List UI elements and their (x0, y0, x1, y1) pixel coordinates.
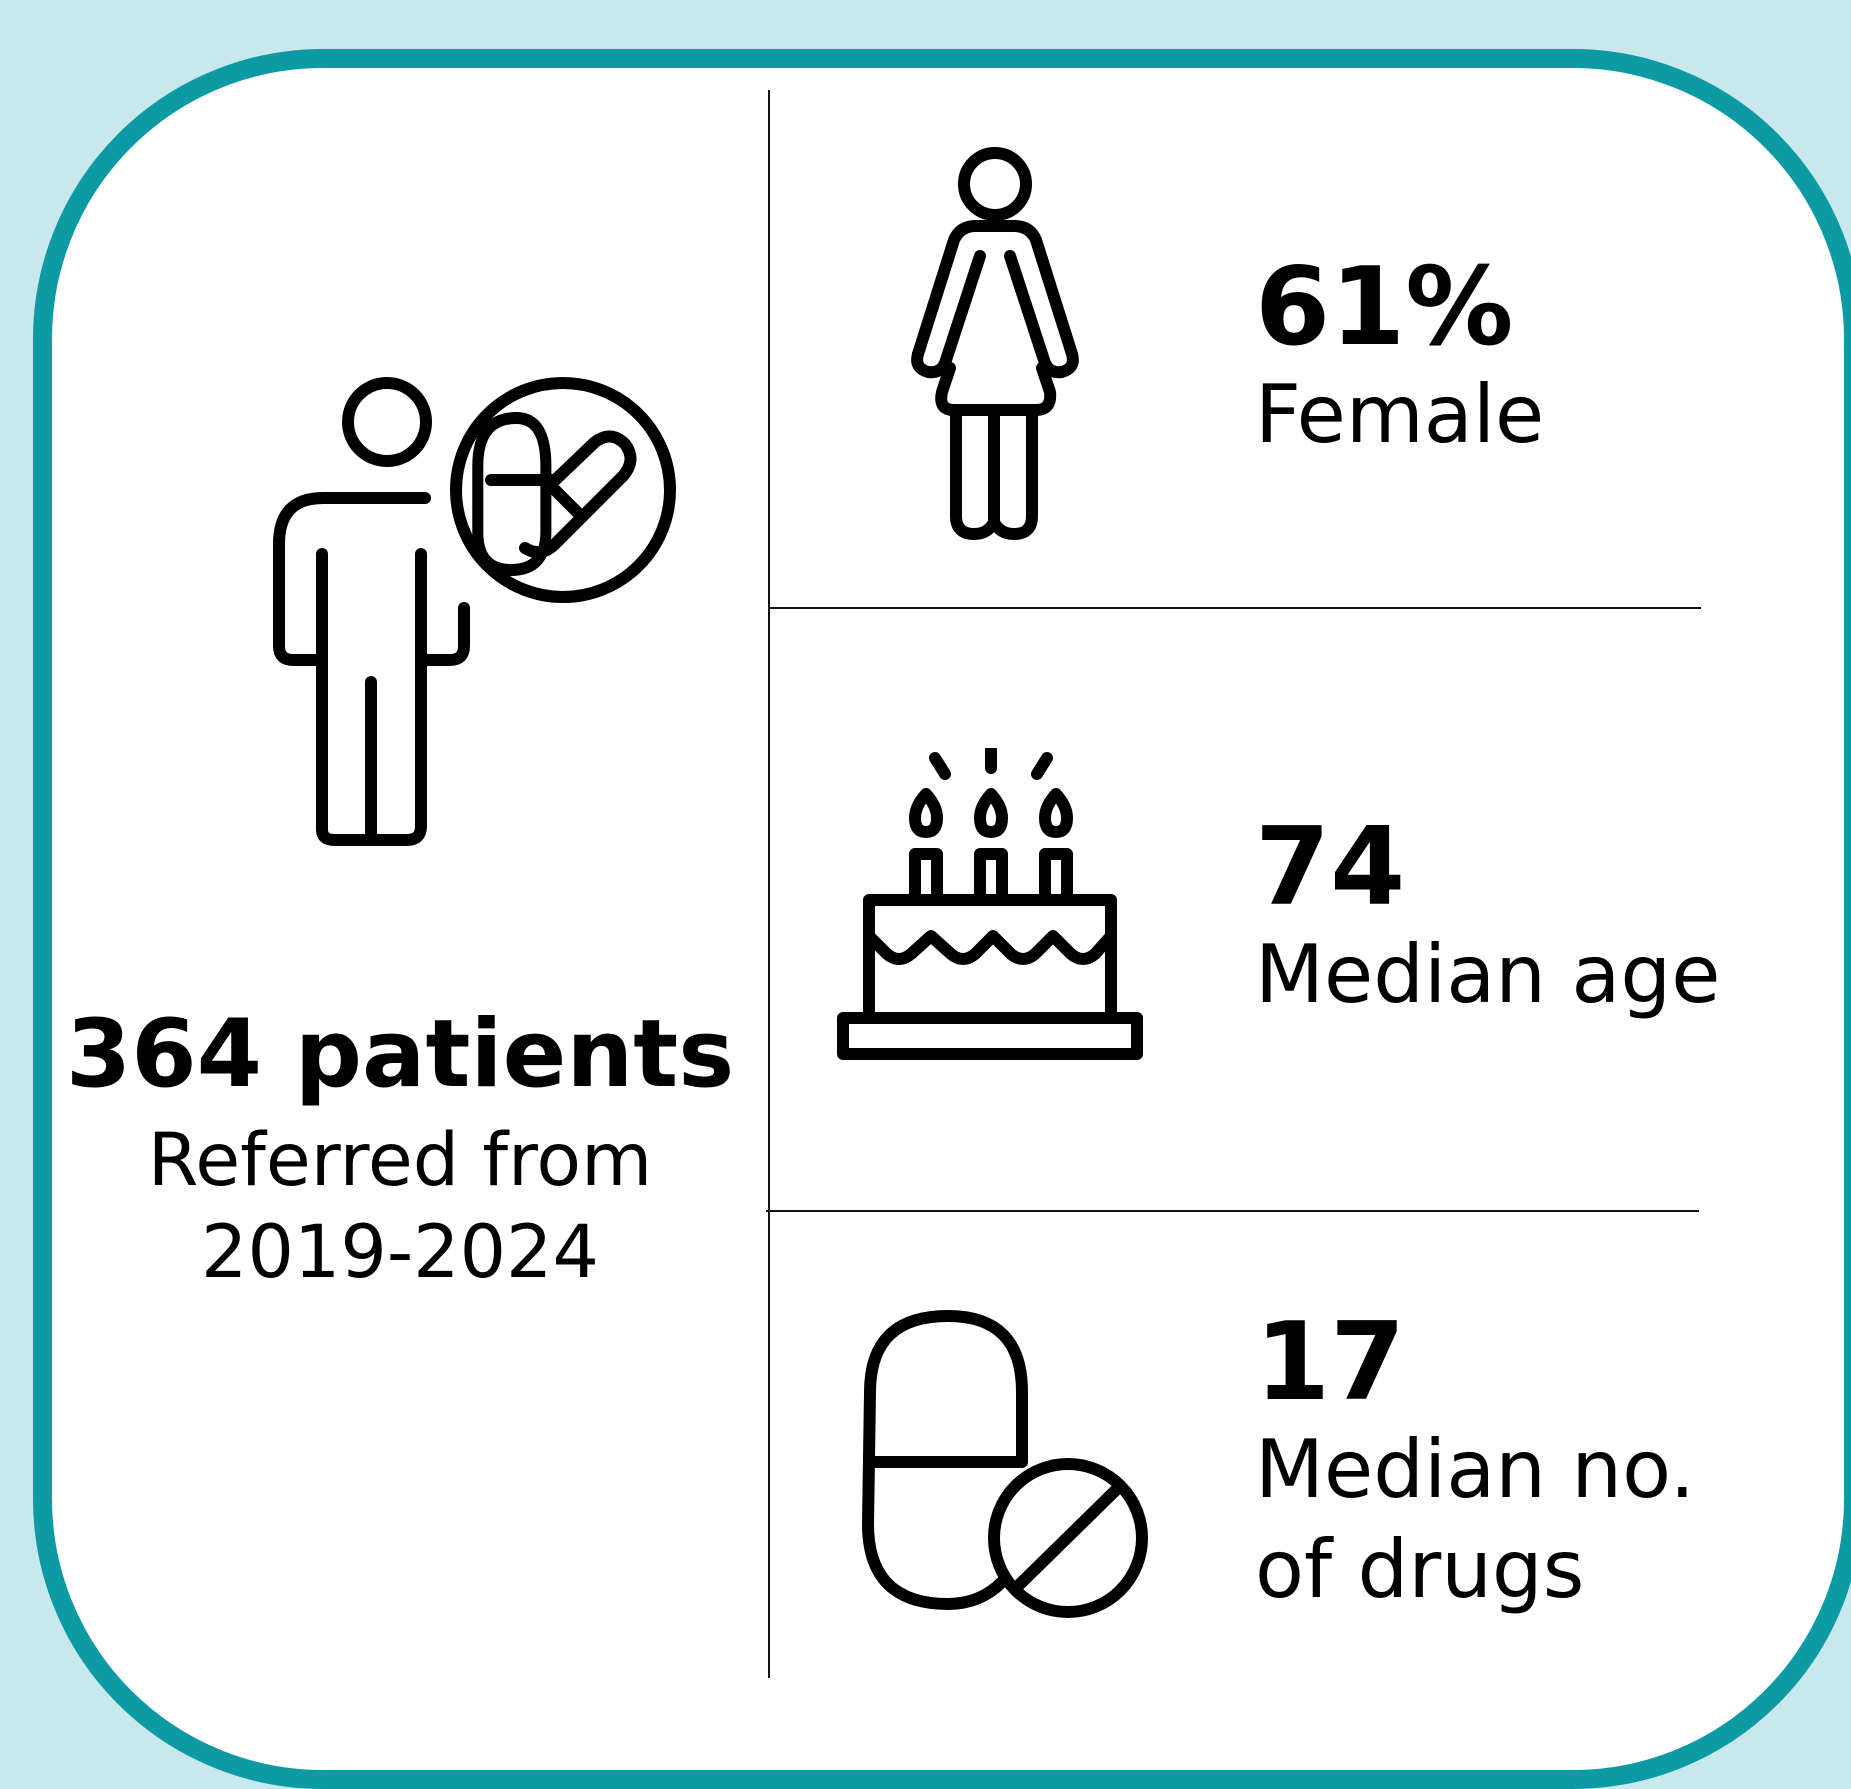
female-label: Female (1255, 368, 1545, 461)
patients-subtitle: Referred from 2019-2024 (40, 1115, 760, 1299)
female-icon (898, 146, 1088, 546)
label-line: of drugs (1255, 1523, 1585, 1616)
subtitle-line: Referred from (147, 1118, 653, 1203)
horizontal-divider (766, 1210, 1699, 1212)
female-stat: 61% Female (1255, 250, 1544, 465)
median-drugs-label: Median no. of drugs (1255, 1420, 1695, 1620)
median-drugs-value: 17 (1255, 1300, 1406, 1425)
birthday-cake-icon (835, 748, 1145, 1068)
patients-count: 364 patients (65, 1000, 735, 1109)
median-age-label: Median age (1255, 928, 1721, 1021)
patient-with-medication-icon (265, 370, 685, 850)
subtitle-line: 2019-2024 (201, 1210, 599, 1295)
vertical-divider (768, 90, 770, 1678)
female-percent: 61% (1255, 245, 1514, 370)
median-age-value: 74 (1255, 805, 1406, 930)
pills-icon (862, 1308, 1162, 1628)
horizontal-divider (768, 607, 1701, 609)
label-line: Median no. (1255, 1423, 1696, 1516)
drugs-stat: 17 Median no. of drugs (1255, 1305, 1695, 1620)
age-stat: 74 Median age (1255, 810, 1720, 1025)
